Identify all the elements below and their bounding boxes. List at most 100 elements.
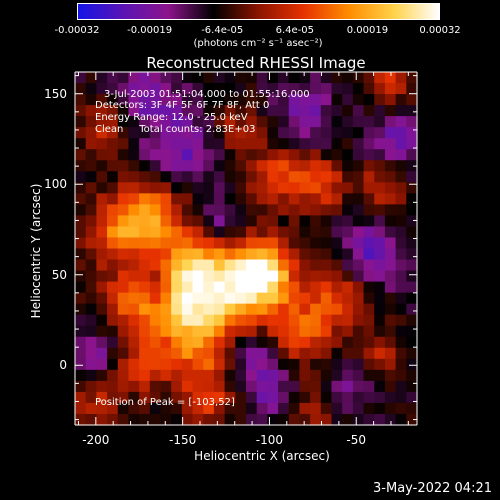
heatmap-cell <box>160 160 172 172</box>
heatmap-cell <box>310 270 322 283</box>
heatmap-cell <box>224 204 236 217</box>
heatmap-cell <box>160 138 172 150</box>
heatmap-cell <box>395 149 407 161</box>
heatmap-cell <box>181 215 194 228</box>
heatmap-cell <box>139 259 151 272</box>
heatmap-cell <box>117 226 130 239</box>
heatmap-cell <box>75 413 87 426</box>
heatmap-cell <box>363 369 375 382</box>
heatmap-cell <box>213 105 226 117</box>
heatmap-cell <box>288 149 301 161</box>
heatmap-cell <box>384 325 397 338</box>
heatmap-cell <box>310 160 322 172</box>
heatmap-cell <box>160 402 172 415</box>
heatmap-cell <box>160 270 172 283</box>
heatmap-cell <box>235 380 247 393</box>
heatmap-cell <box>320 270 333 283</box>
heatmap-cell <box>256 325 268 338</box>
heatmap-cell <box>384 391 397 404</box>
heatmap-cell <box>139 380 151 393</box>
heatmap-cell <box>331 149 343 161</box>
heatmap-cell <box>363 303 375 316</box>
heatmap-cell <box>267 149 279 161</box>
heatmap-cell <box>374 380 386 393</box>
heatmap-cell <box>192 336 204 349</box>
heatmap-cell <box>342 369 354 382</box>
heatmap-cell <box>310 369 322 382</box>
heatmap-cell <box>320 138 333 150</box>
heatmap-cell <box>181 127 194 139</box>
heatmap-cell <box>75 171 87 183</box>
heatmap-cell <box>213 325 226 338</box>
heatmap-cell <box>171 292 183 305</box>
heatmap-cell <box>213 380 226 393</box>
heatmap-cell <box>363 380 375 393</box>
heatmap-cell <box>107 138 119 150</box>
heatmap-cell <box>192 127 204 139</box>
heatmap-cell <box>267 182 279 194</box>
heatmap-cell <box>96 105 108 117</box>
heatmap-cell <box>395 380 407 393</box>
heatmap-cell <box>75 325 87 338</box>
heatmap-cell <box>256 160 268 172</box>
heatmap-cell <box>160 171 172 183</box>
heatmap-cell <box>395 248 407 261</box>
heatmap-cell <box>107 336 119 349</box>
heatmap-cell <box>181 182 194 194</box>
heatmap-cell <box>192 314 204 327</box>
heatmap-cell <box>352 303 365 316</box>
heatmap-cell <box>267 215 279 228</box>
heatmap-cell <box>107 193 119 205</box>
heatmap-cell <box>171 248 183 261</box>
heatmap-cell <box>278 215 290 228</box>
heatmap-cell <box>374 193 386 205</box>
heatmap-cell <box>224 347 236 360</box>
heatmap-cell <box>256 193 268 205</box>
heatmap-cell <box>267 226 279 239</box>
heatmap-cell <box>149 149 162 161</box>
heatmap-cell <box>160 237 172 250</box>
heatmap-cell <box>256 226 268 239</box>
heatmap-cell <box>213 347 226 360</box>
heatmap-cell <box>171 182 183 194</box>
heatmap-cell <box>288 358 301 371</box>
heatmap-cell <box>203 72 215 84</box>
heatmap-cell <box>213 204 226 217</box>
heatmap-cell <box>171 237 183 250</box>
heatmap-cell <box>320 237 333 250</box>
heatmap-cell <box>107 105 119 117</box>
heatmap-cell <box>320 314 333 327</box>
heatmap-cell <box>299 83 311 95</box>
heatmap-cell <box>203 105 215 117</box>
heatmap-cell <box>342 259 354 272</box>
heatmap-cell <box>299 94 311 106</box>
heatmap-cell <box>139 204 151 217</box>
heatmap-cell <box>139 116 151 128</box>
heatmap-cell <box>117 325 130 338</box>
heatmap-cell <box>139 314 151 327</box>
heatmap-cell <box>128 369 140 382</box>
heatmap-cell <box>299 116 311 128</box>
heatmap-cell <box>395 226 407 239</box>
heatmap-cell <box>203 171 215 183</box>
heatmap-cell <box>85 105 97 117</box>
heatmap-cell <box>395 237 407 250</box>
heatmap-cell <box>395 270 407 283</box>
heatmap-cell <box>96 336 108 349</box>
heatmap-cell <box>299 336 311 349</box>
heatmap-cell <box>310 391 322 404</box>
heatmap-cell <box>331 226 343 239</box>
heatmap-cell <box>203 138 215 150</box>
heatmap-cell <box>160 303 172 316</box>
heatmap-cell <box>75 149 87 161</box>
heatmap-cell <box>171 105 183 117</box>
heatmap-cell <box>213 336 226 349</box>
heatmap-cell <box>128 259 140 272</box>
heatmap-cell <box>352 138 365 150</box>
heatmap-cell <box>363 215 375 228</box>
heatmap-cell <box>160 347 172 360</box>
heatmap-cell <box>363 391 375 404</box>
heatmap-cell <box>310 72 322 84</box>
heatmap-cell <box>192 105 204 117</box>
